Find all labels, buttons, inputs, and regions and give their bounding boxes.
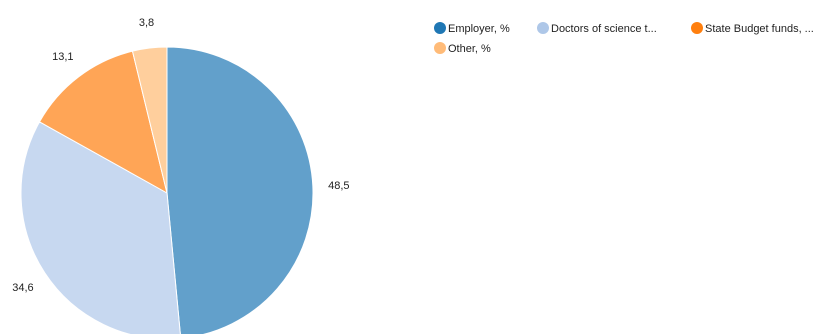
legend-swatch-1 bbox=[434, 22, 446, 34]
legend-swatch-2 bbox=[537, 22, 549, 34]
legend-label-3: State Budget funds, ... bbox=[705, 23, 814, 35]
pie-slice-1[interactable] bbox=[166, 46, 314, 334]
pie-slice-4[interactable] bbox=[131, 46, 168, 194]
legend-label-4: Other, % bbox=[448, 43, 491, 55]
slice-label-2: 34,6 bbox=[12, 282, 33, 294]
legend-swatch-3 bbox=[691, 22, 703, 34]
pie-slice-2[interactable] bbox=[20, 121, 181, 334]
legend-label-1: Employer, % bbox=[448, 23, 510, 35]
legend: Employer, % Doctors of science t... State … bbox=[434, 22, 814, 55]
legend-item-3[interactable]: State Budget funds, ... bbox=[691, 22, 814, 35]
legend-item-1[interactable]: Employer, % bbox=[434, 22, 510, 35]
pie-slices bbox=[20, 46, 314, 334]
slice-labels: 48,5 34,6 13,1 3,8 bbox=[12, 17, 349, 294]
legend-item-4[interactable]: Other, % bbox=[434, 42, 491, 55]
slice-label-4: 3,8 bbox=[139, 17, 154, 29]
legend-swatch-4 bbox=[434, 42, 446, 54]
slice-label-3: 13,1 bbox=[52, 51, 73, 63]
legend-label-2: Doctors of science t... bbox=[551, 23, 657, 35]
legend-item-2[interactable]: Doctors of science t... bbox=[537, 22, 657, 35]
pie-slice-3[interactable] bbox=[38, 50, 168, 194]
slice-label-1: 48,5 bbox=[328, 180, 349, 192]
